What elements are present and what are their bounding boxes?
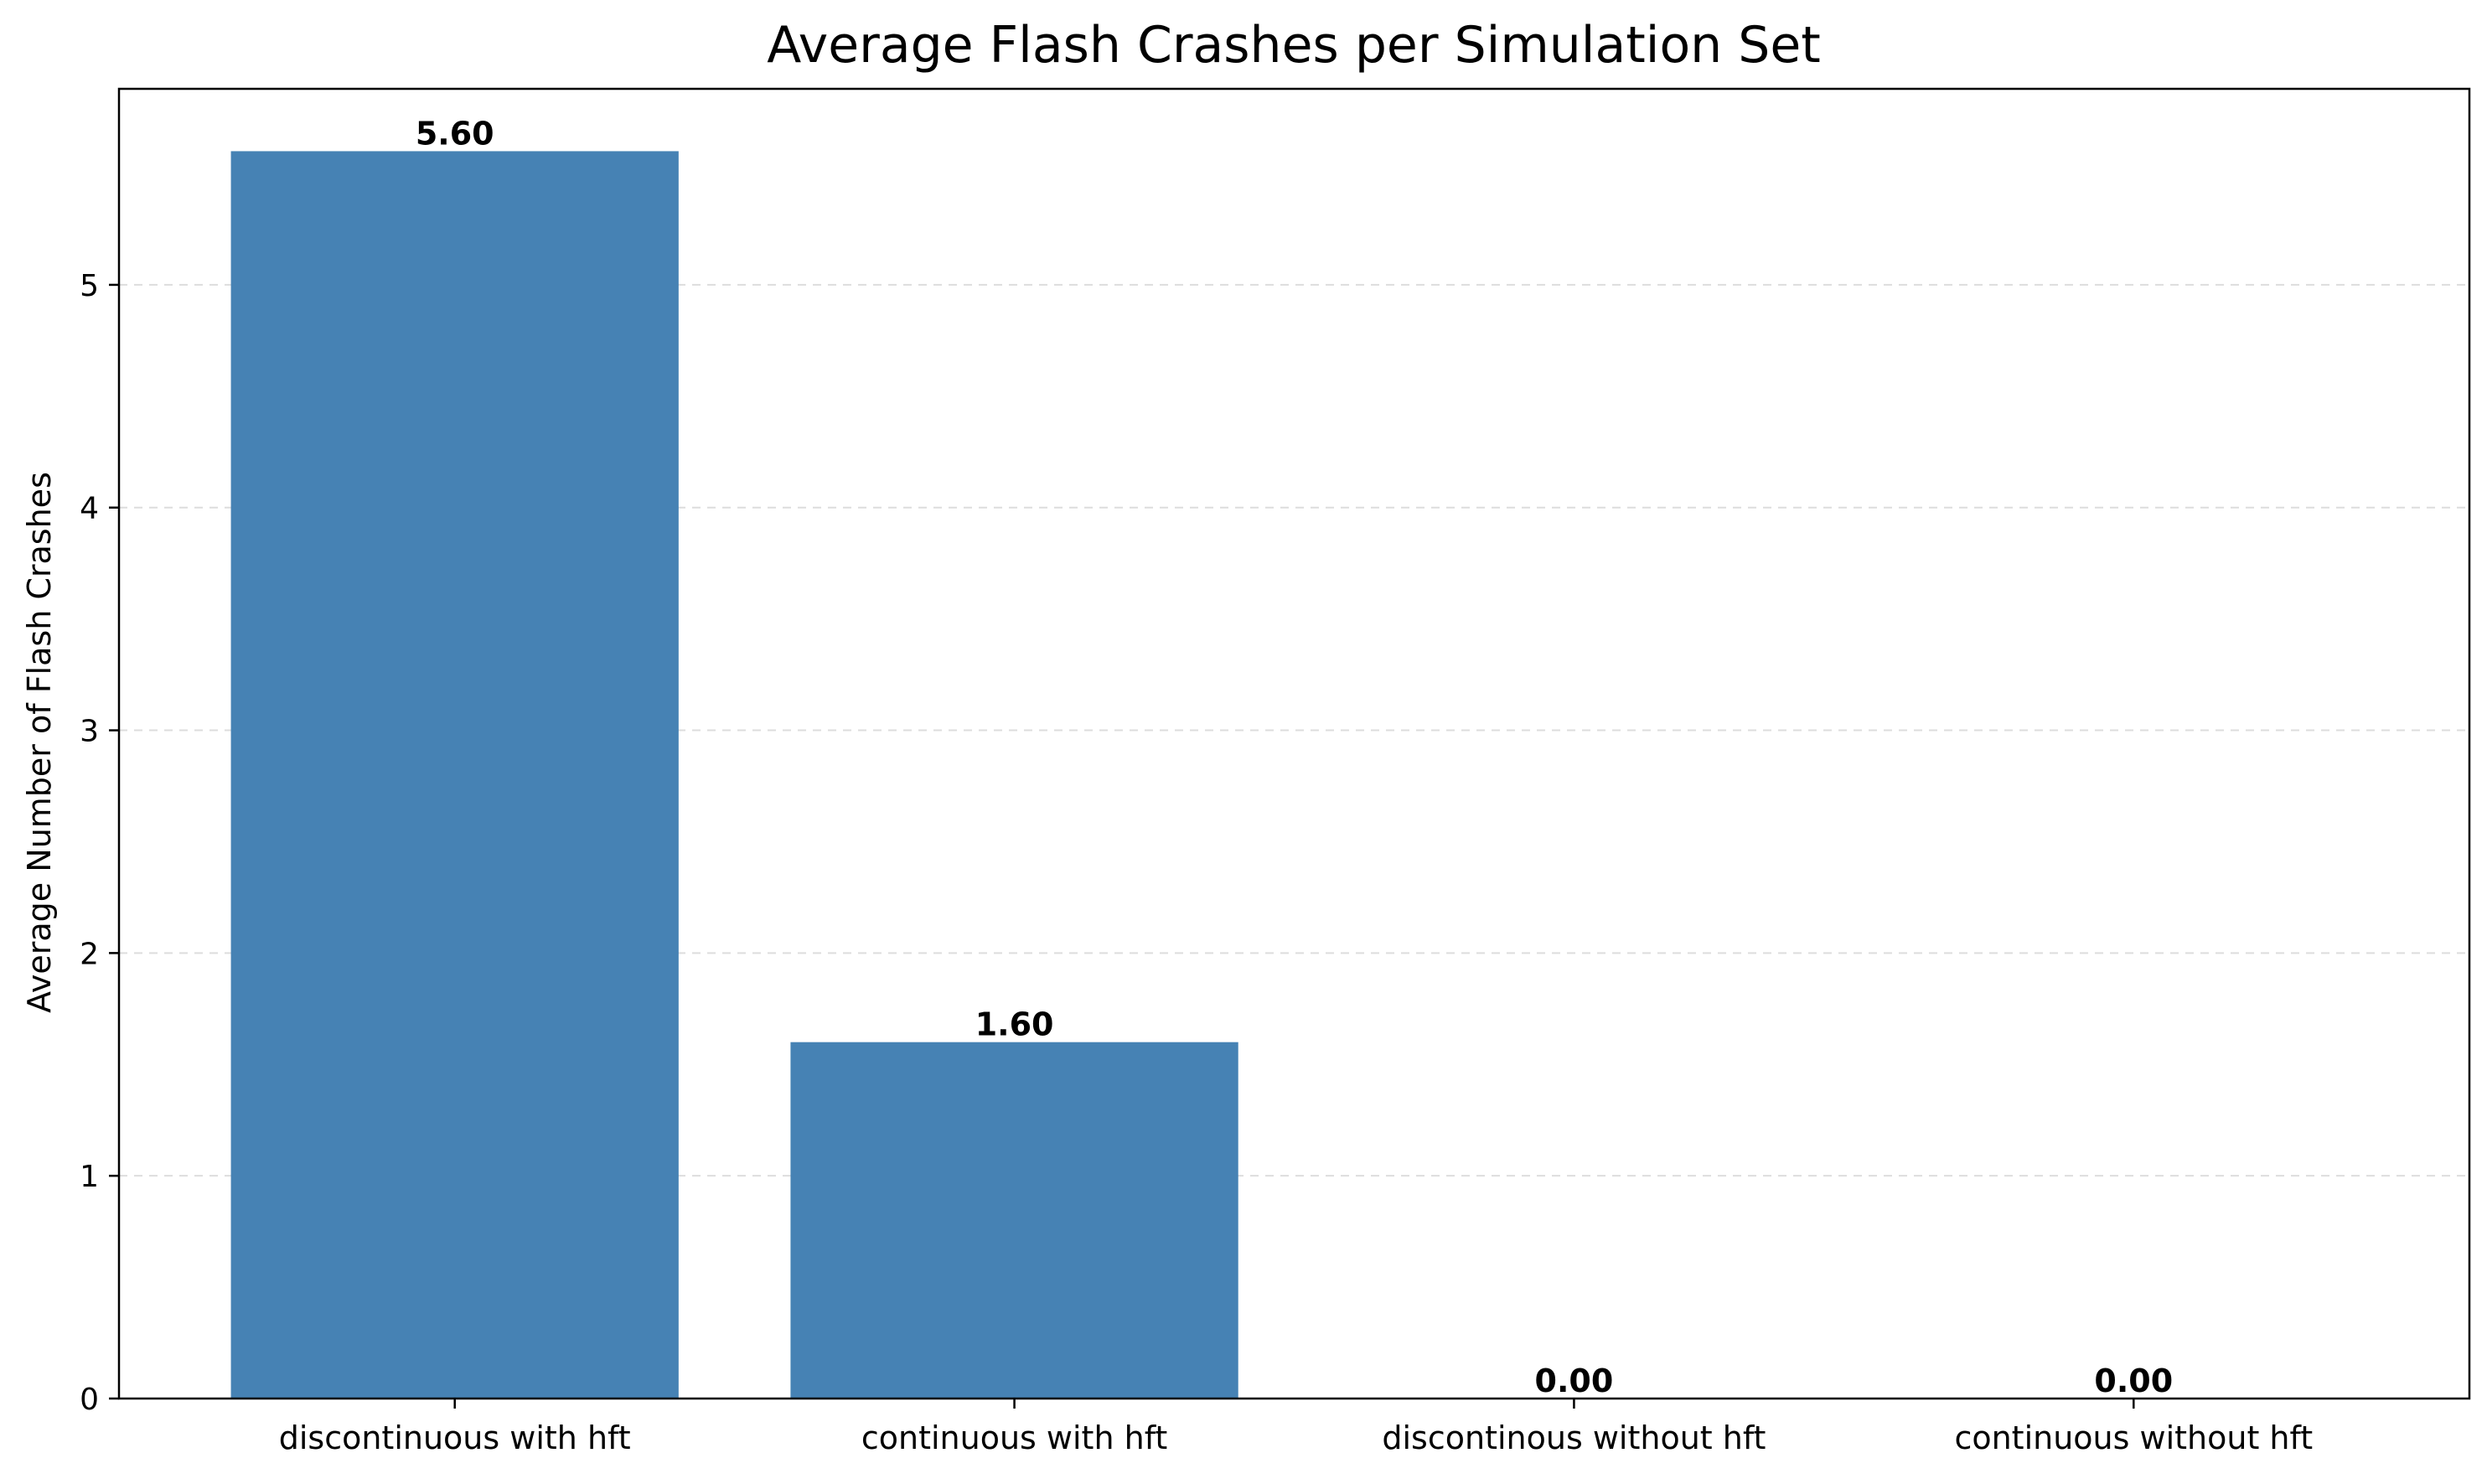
y-axis-ticks: 0 1 2 3 4 5: [80, 269, 119, 1417]
bars: [230, 151, 1238, 1399]
y-tick-label: 3: [80, 715, 99, 749]
y-tick-label: 1: [80, 1160, 99, 1194]
x-axis-ticks: discontinuous with hft continuous with hf…: [279, 1399, 2313, 1456]
bar: [230, 151, 679, 1399]
y-tick-label: 2: [80, 937, 99, 971]
bar-value-label: 0.00: [2094, 1362, 2173, 1399]
x-tick-label: continuous with hft: [861, 1419, 1167, 1456]
y-tick-label: 0: [80, 1383, 99, 1417]
chart-title: Average Flash Crashes per Simulation Set: [767, 16, 1821, 75]
y-tick-label: 5: [80, 269, 99, 303]
plot-area-frame: [117, 87, 2471, 1400]
x-tick-label: discontinous without hft: [1382, 1419, 1766, 1456]
bar: [790, 1042, 1238, 1399]
bar-value-label: 5.60: [416, 115, 494, 152]
y-tick-label: 4: [80, 492, 99, 526]
bar-value-label: 1.60: [975, 1006, 1054, 1043]
x-tick-label: discontinuous with hft: [279, 1419, 631, 1456]
bar-value-label: 0.00: [1535, 1362, 1614, 1399]
data-labels: 5.60 1.60 0.00 0.00: [416, 115, 2173, 1399]
x-tick-label: continuous without hft: [1954, 1419, 2313, 1456]
y-axis-label: Average Number of Flash Crashes: [21, 472, 58, 1013]
